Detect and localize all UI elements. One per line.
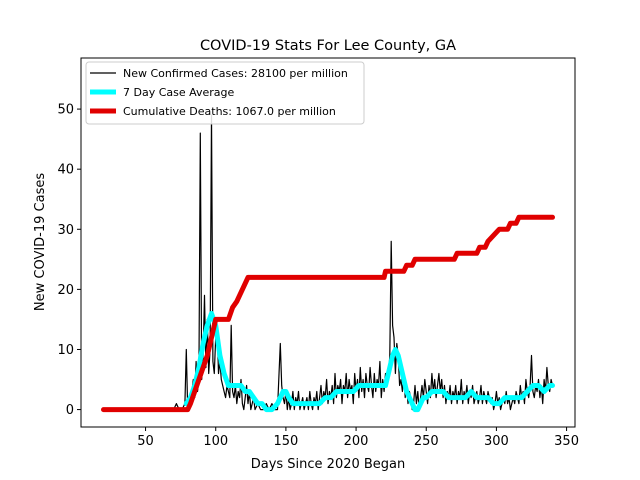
plot-frame xyxy=(80,57,576,428)
y-tick-label: 50 xyxy=(57,103,74,118)
y-tick-label: 10 xyxy=(57,343,74,358)
x-tick-label: 200 xyxy=(344,434,369,449)
x-axis-ticks: 50 100 150 200 250 300 350 xyxy=(137,427,579,449)
series-line-cumulative-deaths xyxy=(101,214,555,413)
x-tick-label: 250 xyxy=(414,434,439,449)
x-tick-label: 50 xyxy=(137,434,154,449)
legend: New Confirmed Cases: 28100 per million 7… xyxy=(85,61,365,125)
legend-box xyxy=(85,61,365,125)
plot-area xyxy=(101,114,555,413)
y-tick-label: 20 xyxy=(57,283,74,298)
x-tick-label: 100 xyxy=(203,434,228,449)
x-axis-label: Days Since 2020 Began xyxy=(251,457,406,472)
x-tick-label: 150 xyxy=(273,434,298,449)
y-tick-label: 0 xyxy=(66,403,74,418)
legend-label-new-cases: New Confirmed Cases: 28100 per million xyxy=(123,67,348,80)
y-tick-label: 30 xyxy=(57,223,74,238)
x-tick-label: 300 xyxy=(484,434,509,449)
y-tick-label: 40 xyxy=(57,163,74,178)
y-axis-label: New COVID-19 Cases xyxy=(33,173,48,311)
chart-title: COVID-19 Stats For Lee County, GA xyxy=(200,38,456,54)
x-tick-label: 350 xyxy=(554,434,579,449)
legend-label-7day-average: 7 Day Case Average xyxy=(123,86,235,99)
y-axis-ticks: 0 10 20 30 40 50 xyxy=(57,103,81,418)
series-line-7day-average xyxy=(183,310,555,413)
legend-label-cumulative-deaths: Cumulative Deaths: 1067.0 per million xyxy=(123,105,336,118)
